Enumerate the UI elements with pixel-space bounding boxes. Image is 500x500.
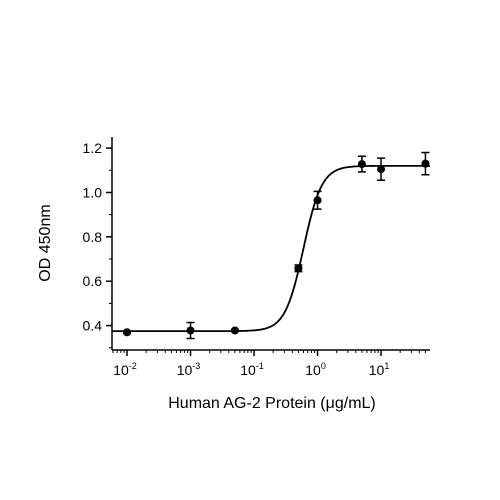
- x-tick-label: 10-3: [177, 361, 201, 378]
- x-tick-label: 10-2: [113, 361, 137, 378]
- data-point: [357, 160, 366, 169]
- y-tick-label: 1.0: [83, 184, 103, 200]
- data-point: [230, 326, 239, 335]
- tick-base: 10: [369, 362, 385, 378]
- x-axis-label: Human AG-2 Protein (μg/mL): [168, 395, 376, 412]
- data-point: [421, 159, 430, 168]
- x-tick-label: 100: [305, 361, 326, 378]
- y-tick-label: 0.6: [83, 273, 103, 289]
- data-point: [186, 326, 195, 335]
- tick-exponent: 1: [384, 361, 389, 371]
- data-point: [377, 165, 386, 174]
- y-tick-label: 0.8: [83, 229, 103, 245]
- tick-exponent: -1: [256, 361, 264, 371]
- tick-exponent: 0: [321, 361, 326, 371]
- x-tick-label: 10-1: [240, 361, 264, 378]
- y-tick-label: 1.2: [83, 140, 103, 156]
- tick-base: 10: [113, 362, 129, 378]
- tick-exponent: -3: [192, 361, 200, 371]
- tick-base: 10: [177, 362, 193, 378]
- tick-exponent: -2: [129, 361, 137, 371]
- y-tick-label: 0.4: [83, 318, 103, 334]
- y-axis-label: OD 450nm: [37, 204, 54, 281]
- x-tick-label: 101: [369, 361, 390, 378]
- tick-base: 10: [240, 362, 256, 378]
- fit-curve: [112, 164, 430, 333]
- tick-base: 10: [305, 362, 321, 378]
- data-point: [123, 328, 132, 337]
- data-point: [313, 196, 322, 205]
- data-point: [294, 264, 303, 273]
